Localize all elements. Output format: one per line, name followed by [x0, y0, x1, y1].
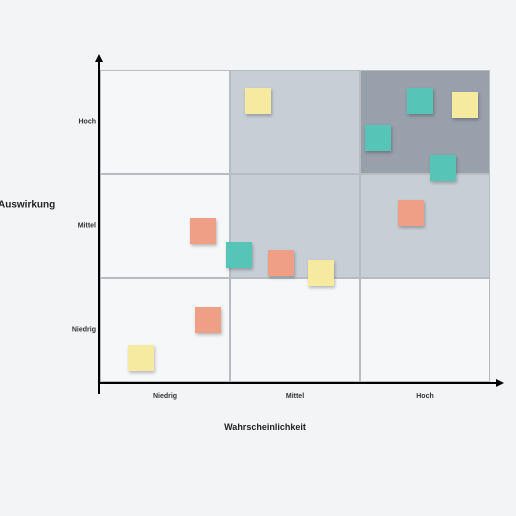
- arrow-up-icon: [95, 54, 103, 62]
- grid-cell: [360, 70, 490, 174]
- sticky-note[interactable]: [365, 125, 391, 151]
- x-axis-title: Wahrscheinlichkeit: [224, 422, 306, 432]
- plot-area: HochMittelNiedrigNiedrigMittelHoch: [100, 70, 490, 382]
- sticky-note[interactable]: [398, 200, 424, 226]
- sticky-note[interactable]: [245, 88, 271, 114]
- y-tick-label: Hoch: [58, 119, 96, 126]
- y-tick-label: Mittel: [58, 223, 96, 230]
- sticky-note[interactable]: [226, 242, 252, 268]
- grid-cell: [360, 174, 490, 278]
- sticky-note[interactable]: [190, 218, 216, 244]
- grid-cell: [230, 278, 360, 382]
- x-tick-label: Niedrig: [153, 393, 177, 400]
- x-tick-label: Mittel: [286, 393, 304, 400]
- sticky-note[interactable]: [195, 307, 221, 333]
- grid-cell: [230, 70, 360, 174]
- sticky-note[interactable]: [430, 155, 456, 181]
- grid-cell: [360, 278, 490, 382]
- arrow-right-icon: [496, 379, 504, 387]
- x-tick-label: Hoch: [416, 393, 434, 400]
- sticky-note[interactable]: [452, 92, 478, 118]
- y-axis-title: Auswirkung: [0, 200, 55, 211]
- sticky-note[interactable]: [308, 260, 334, 286]
- sticky-note[interactable]: [268, 250, 294, 276]
- y-tick-label: Niedrig: [58, 327, 96, 334]
- sticky-note[interactable]: [128, 345, 154, 371]
- grid-cell: [100, 70, 230, 174]
- risk-matrix-chart: Auswirkung Wahrscheinlichkeit HochMittel…: [30, 70, 500, 430]
- x-axis-line: [98, 382, 498, 384]
- sticky-note[interactable]: [407, 88, 433, 114]
